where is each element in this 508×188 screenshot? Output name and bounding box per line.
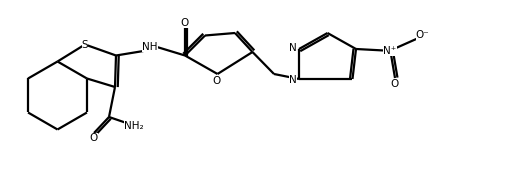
- Text: NH₂: NH₂: [124, 121, 144, 131]
- Text: NH: NH: [142, 42, 158, 52]
- Text: O: O: [181, 18, 189, 28]
- Text: N⁺: N⁺: [384, 45, 397, 55]
- Text: S: S: [82, 39, 88, 49]
- Text: N: N: [289, 43, 297, 53]
- Text: O: O: [90, 133, 98, 143]
- Text: O⁻: O⁻: [416, 30, 429, 40]
- Text: O: O: [212, 76, 220, 86]
- Text: N: N: [289, 75, 297, 85]
- Text: O: O: [391, 79, 399, 89]
